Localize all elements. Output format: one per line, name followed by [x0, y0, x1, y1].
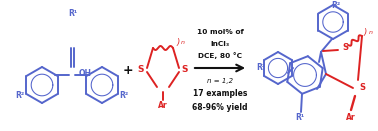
Text: S: S [342, 43, 348, 53]
Text: S: S [359, 83, 365, 92]
Text: R¹: R¹ [68, 9, 77, 18]
Text: ): ) [177, 37, 180, 47]
Text: OH: OH [79, 69, 92, 78]
Text: R¹: R¹ [295, 113, 305, 122]
Text: 17 examples: 17 examples [193, 89, 247, 99]
Text: 10 mol% of: 10 mol% of [197, 29, 243, 35]
Text: ): ) [364, 29, 367, 37]
Text: InCl₃: InCl₃ [211, 41, 229, 47]
Text: S: S [138, 66, 144, 75]
Text: R²: R² [15, 91, 25, 100]
Text: n: n [181, 40, 185, 45]
Text: Ar: Ar [346, 113, 356, 122]
Text: R²: R² [256, 64, 266, 72]
Text: Ar: Ar [158, 100, 168, 110]
Text: +: + [123, 64, 133, 77]
Text: n: n [369, 31, 373, 36]
Text: 68-96% yield: 68-96% yield [192, 102, 248, 111]
Text: S: S [182, 66, 188, 75]
Text: n = 1,2: n = 1,2 [207, 78, 233, 84]
Text: R²: R² [332, 1, 341, 10]
Text: DCE, 80 °C: DCE, 80 °C [198, 53, 242, 59]
Text: R²: R² [119, 91, 129, 100]
